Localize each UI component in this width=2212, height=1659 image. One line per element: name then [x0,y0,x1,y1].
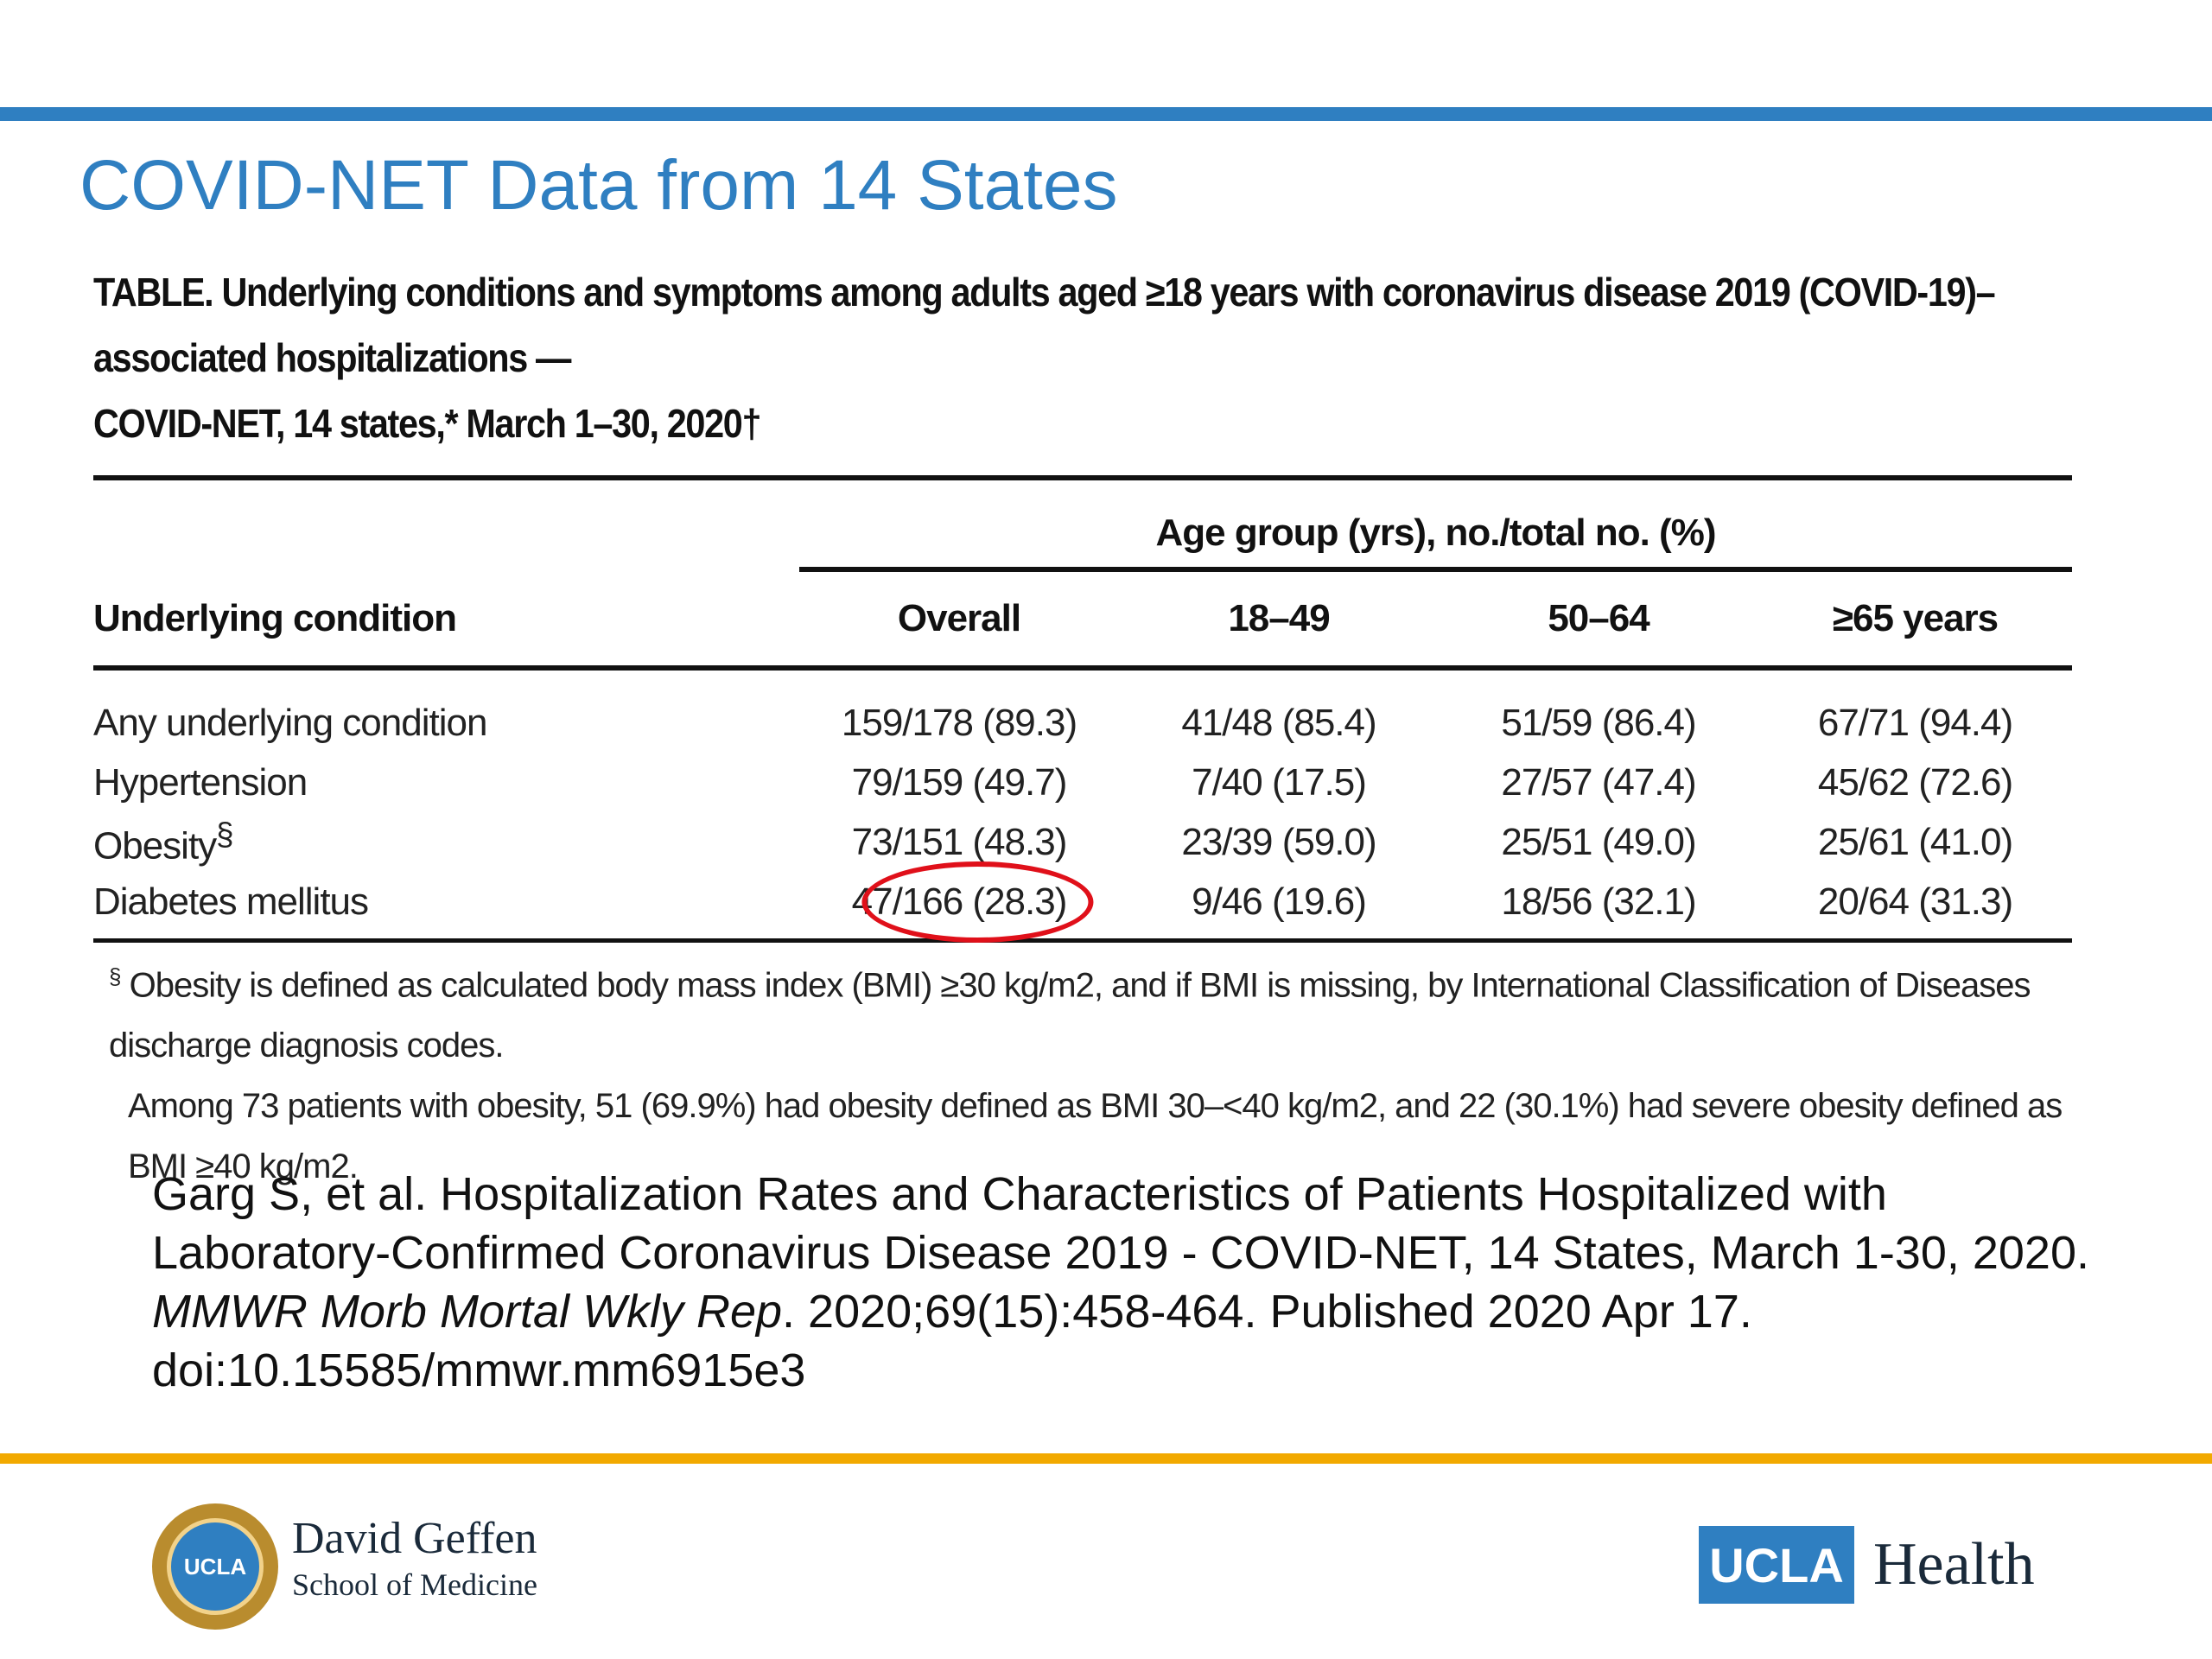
slide-title: COVID-NET Data from 14 States [79,146,1118,225]
cell-overall: 159/178 (89.3) [841,701,1077,744]
bottom-gold-rule [0,1453,2212,1464]
seal-inner: UCLA [167,1518,264,1615]
footnote-marker-section: § [216,816,233,852]
header-rule [93,665,2072,671]
school-name-line-2: School of Medicine [292,1567,537,1602]
table-caption-line-2: COVID-NET, 14 states,* March 1–30, 2020† [93,401,761,446]
footnote-line-1: § Obesity is defined as calculated body … [109,946,2072,1076]
row-condition: Obesity§ [93,817,799,868]
cell-age-50-64: 25/51 (49.0) [1501,820,1696,863]
cell-age-65-plus: 45/62 (72.6) [1817,760,2013,804]
cell-age-18-49: 7/40 (17.5) [1192,760,1367,804]
footnote-text-1: Obesity is defined as calculated body ma… [109,966,2031,1065]
table-footnote: § Obesity is defined as calculated body … [93,946,2072,1197]
row-condition-label: Obesity [93,824,217,868]
age-group-spanner-label: Age group (yrs), no./total no. (%) [1155,512,1717,554]
ucla-health-logo: UCLA Health [1699,1526,2035,1604]
top-blue-rule [0,107,2212,121]
cell-overall-highlighted: 47/166 (28.3) [799,861,1119,943]
footnote-section-mark: § [109,963,122,989]
row-condition: Hypertension [93,760,308,804]
table-body: Any underlying condition 159/178 (89.3) … [93,671,2072,943]
highlight-circle [861,861,1094,943]
table-row: Any underlying condition 159/178 (89.3) … [93,693,2072,753]
ucla-seal-logo: UCLA [152,1503,278,1630]
seal-text: UCLA [183,1553,247,1580]
header-age-50-64: 50–64 [1548,597,1649,639]
cell-age-18-49: 41/48 (85.4) [1181,701,1376,744]
header-underlying-condition: Underlying condition [93,597,457,639]
header-age-18-49: 18–49 [1228,597,1330,639]
table-row: Hypertension 79/159 (49.7) 7/40 (17.5) 2… [93,753,2072,812]
age-group-spanner: Age group (yrs), no./total no. (%) [93,480,2072,567]
school-name-line-1: David Geffen [292,1514,537,1563]
citation: Garg S, et al. Hospitalization Rates and… [152,1165,2122,1400]
row-condition: Diabetes mellitus [93,880,369,923]
table-bottom-rule [93,938,2072,943]
cell-age-65-plus: 20/64 (31.3) [1817,880,2013,923]
footnote-line-2: Among 73 patients with obesity, 51 (69.9… [128,1087,2063,1186]
cell-overall: 73/151 (48.3) [851,820,1068,863]
header-overall: Overall [897,597,1021,639]
ucla-box: UCLA [1699,1526,1854,1604]
table-top-rule [93,475,2072,480]
table-header-row: Underlying condition Overall 18–49 50–64… [93,572,2072,665]
cell-age-50-64: 18/56 (32.1) [1501,880,1696,923]
spanner-rule [799,567,2072,572]
row-condition: Any underlying condition [93,701,487,744]
table-caption: TABLE. Underlying conditions and symptom… [93,259,2069,456]
header-age-65-plus: ≥65 years [1832,597,1999,639]
cell-age-50-64: 51/59 (86.4) [1501,701,1696,744]
citation-journal: MMWR Morb Mortal Wkly Rep [152,1286,783,1338]
citation-authors-title: Garg S, et al. Hospitalization Rates and… [152,1168,2090,1279]
cell-overall: 79/159 (49.7) [851,760,1068,804]
cell-age-50-64: 27/57 (47.4) [1501,760,1696,804]
data-table: TABLE. Underlying conditions and symptom… [93,259,2072,1197]
cell-age-18-49: 23/39 (59.0) [1181,820,1376,863]
table-row: Diabetes mellitus 47/166 (28.3) 9/46 (19… [93,861,2072,943]
cell-age-18-49: 9/46 (19.6) [1192,880,1367,923]
table-row: Obesity§ 73/151 (48.3) 23/39 (59.0) 25/5… [93,812,2072,872]
table-caption-line-1: TABLE. Underlying conditions and symptom… [93,270,1996,380]
cell-age-65-plus: 25/61 (41.0) [1817,820,2013,863]
cell-age-65-plus: 67/71 (94.4) [1817,701,2013,744]
citation-details: . 2020;69(15):458-464. Published 2020 Ap… [152,1286,1752,1396]
health-wordmark: Health [1873,1531,2035,1598]
school-of-medicine-logo: David Geffen School of Medicine [292,1514,537,1605]
